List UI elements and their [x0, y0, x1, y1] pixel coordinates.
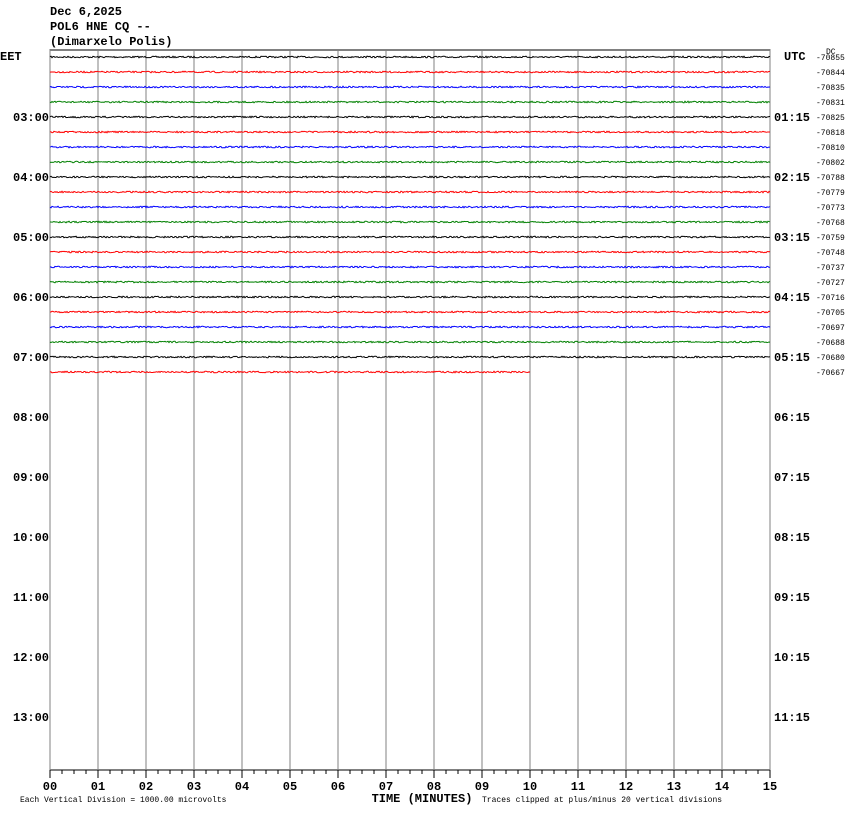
x-tick-label: 15 [763, 780, 777, 794]
left-time-label: 13:00 [13, 711, 49, 725]
row-value: -70788 [816, 174, 845, 183]
x-tick-label: 06 [331, 780, 345, 794]
row-value: -70737 [816, 264, 845, 273]
footnote: Traces clipped at plus/minus 20 vertical… [482, 796, 722, 805]
row-value: -70667 [816, 369, 845, 378]
right-time-label: 10:15 [774, 651, 810, 665]
trace [49, 115, 771, 119]
x-tick-label: 10 [523, 780, 537, 794]
title-line: Dec 6,2025 [50, 5, 122, 19]
row-value: -70773 [816, 204, 845, 213]
row-value: -70831 [816, 99, 845, 108]
row-value: -70825 [816, 114, 845, 123]
left-time-label: 09:00 [13, 471, 49, 485]
x-tick-label: 09 [475, 780, 489, 794]
right-time-label: 06:15 [774, 411, 810, 425]
plot-frame [49, 49, 771, 771]
x-tick-label: 04 [235, 780, 249, 794]
trace [49, 220, 771, 224]
x-tick-label: 01 [91, 780, 105, 794]
trace [49, 55, 771, 59]
left-time-label: 12:00 [13, 651, 49, 665]
left-time-label: 07:00 [13, 351, 49, 365]
trace [49, 70, 771, 74]
row-value: -70759 [816, 234, 845, 243]
trace [49, 145, 771, 149]
row-value: -70802 [816, 159, 845, 168]
right-time-label: 07:15 [774, 471, 810, 485]
trace [49, 265, 771, 269]
right-time-label: 05:15 [774, 351, 810, 365]
left-time-label: 04:00 [13, 171, 49, 185]
x-axis-label: TIME (MINUTES) [372, 792, 473, 806]
left-time-label: 03:00 [13, 111, 49, 125]
trace [49, 325, 771, 329]
trace [49, 130, 770, 134]
trace [49, 85, 771, 89]
row-value: -70768 [816, 219, 845, 228]
left-time-label: 06:00 [13, 291, 49, 305]
row-value: -70697 [816, 324, 845, 333]
row-value: -70680 [816, 354, 845, 363]
trace [49, 190, 771, 194]
right-time-label: 11:15 [774, 711, 810, 725]
trace [49, 310, 771, 314]
row-value: -70835 [816, 84, 845, 93]
x-tick-label: 07 [379, 780, 393, 794]
trace [49, 340, 771, 344]
row-value: -70810 [816, 144, 845, 153]
x-tick-label: 14 [715, 780, 729, 794]
trace [49, 160, 771, 164]
row-value: -70716 [816, 294, 845, 303]
right-time-label: 01:15 [774, 111, 810, 125]
trace [49, 175, 771, 179]
left-zone: EET [0, 50, 22, 64]
x-tick-label: 03 [187, 780, 201, 794]
right-zone: UTC [784, 50, 806, 64]
trace [49, 235, 771, 239]
x-tick-label: 12 [619, 780, 633, 794]
x-tick-label: 13 [667, 780, 681, 794]
trace [49, 250, 771, 254]
row-value: -70779 [816, 189, 845, 198]
right-time-label: 04:15 [774, 291, 810, 305]
trace [49, 280, 771, 284]
right-time-label: 02:15 [774, 171, 810, 185]
trace [49, 295, 771, 299]
left-time-label: 10:00 [13, 531, 49, 545]
trace [49, 100, 770, 104]
right-time-label: 08:15 [774, 531, 810, 545]
x-tick-label: 11 [571, 780, 585, 794]
x-tick-label: 02 [139, 780, 153, 794]
row-value: -70844 [816, 69, 845, 78]
row-value: -70748 [816, 249, 845, 258]
x-tick-label: 08 [427, 780, 441, 794]
left-time-label: 08:00 [13, 411, 49, 425]
right-time-label: 09:15 [774, 591, 810, 605]
title-line: POL6 HNE CQ -- [50, 20, 151, 34]
trace [49, 205, 771, 209]
left-time-label: 05:00 [13, 231, 49, 245]
left-time-label: 11:00 [13, 591, 49, 605]
dc-label: DC [826, 48, 836, 57]
row-value: -70705 [816, 309, 845, 318]
trace [49, 355, 771, 359]
title-line: (Dimarxelo Polis) [50, 35, 172, 49]
row-value: -70688 [816, 339, 845, 348]
row-value: -70855 [816, 54, 845, 63]
trace [49, 370, 531, 374]
footnote: Each Vertical Division = 1000.00 microvo… [20, 796, 227, 805]
right-time-label: 03:15 [774, 231, 810, 245]
x-tick-label: 05 [283, 780, 297, 794]
row-value: -70818 [816, 129, 845, 138]
row-value: -70727 [816, 279, 845, 288]
x-tick-label: 00 [43, 780, 57, 794]
